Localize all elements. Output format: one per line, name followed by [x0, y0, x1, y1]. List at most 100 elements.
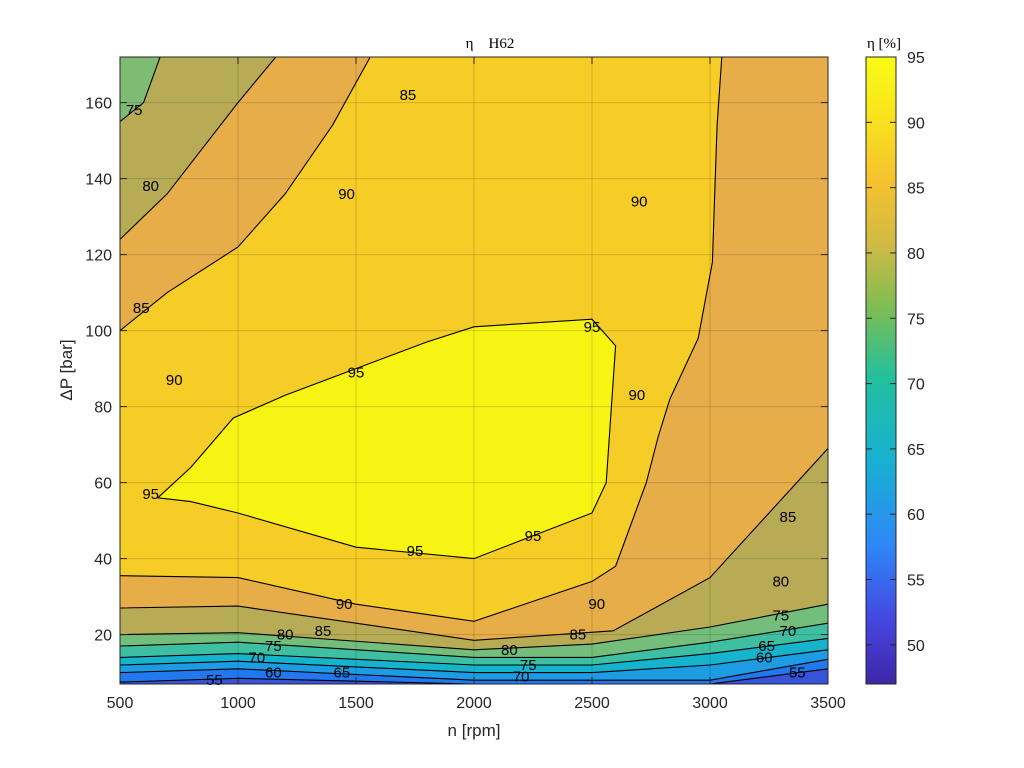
contour-label-95: 95	[348, 364, 365, 381]
colorbar-tick-label: 60	[907, 507, 925, 524]
contour-label-60: 60	[756, 649, 773, 666]
contour-label-85: 85	[780, 509, 797, 526]
colorbar-tick-label: 55	[907, 573, 925, 590]
x-axis-ticks: 500 1000 1500 2000 2500 3000 3500	[107, 57, 846, 712]
contour-label-text: 95	[348, 364, 365, 381]
contour-label-75: 75	[520, 657, 537, 674]
contour-line-80	[120, 57, 161, 123]
band-55-60	[120, 659, 828, 684]
band-75-80-top	[120, 57, 161, 122]
contour-label-text: 75	[520, 657, 537, 674]
contour-label-text: 60	[265, 665, 282, 682]
contour-label-75: 75	[126, 102, 143, 119]
contour-label-95: 95	[584, 319, 601, 336]
contour-line-95	[157, 318, 617, 560]
contour-line-70	[120, 637, 828, 666]
contour-label-text: 60	[756, 649, 773, 666]
contour-label-90: 90	[166, 372, 183, 389]
y-tick-label: 160	[85, 96, 112, 113]
contour-label-text: 90	[631, 193, 648, 210]
contour-label-text: 95	[407, 543, 424, 560]
contour-label-95: 95	[407, 543, 424, 560]
contour-label-text: 70	[513, 668, 530, 685]
x-tick-label: 3000	[692, 695, 728, 712]
contour-label-text: 55	[206, 672, 223, 689]
contour-label-text: 95	[142, 486, 159, 503]
band-95-plus	[157, 319, 616, 559]
contour-label-text: 90	[166, 372, 183, 389]
contour-label-text: 80	[772, 573, 789, 590]
colorbar-ticks: 50 55 60 65 70 75 80 85 90 95	[866, 50, 925, 655]
colorbar-tick-label: 50	[907, 638, 925, 655]
contour-label-text: 90	[336, 596, 353, 613]
contour-label-text: 80	[142, 178, 159, 195]
contour-label-text: 65	[333, 665, 350, 682]
contour-label-90: 90	[588, 596, 605, 613]
contour-label-90: 90	[338, 186, 355, 203]
contour-label-90: 90	[631, 193, 648, 210]
colorbar-tick-label: 75	[907, 311, 925, 328]
x-tick-label: 3500	[810, 695, 846, 712]
colorbar-tick-label: 90	[907, 115, 925, 132]
contour-label-text: 65	[758, 638, 775, 655]
y-tick-label: 120	[85, 248, 112, 265]
contour-label-65: 65	[758, 638, 775, 655]
contour-label-80: 80	[501, 642, 518, 659]
band-80-85-top	[120, 57, 276, 240]
contour-label-55: 55	[206, 672, 223, 689]
contour-label-text: 85	[133, 300, 150, 317]
contour-label-text: 75	[265, 638, 282, 655]
contour-label-70: 70	[249, 649, 266, 666]
contour-line-85	[120, 57, 277, 240]
contour-label-text: 90	[588, 596, 605, 613]
y-tick-label: 140	[85, 172, 112, 189]
contour-label-75: 75	[772, 608, 789, 625]
x-tick-label: 2000	[456, 695, 492, 712]
contour-label-60: 60	[265, 665, 282, 682]
contour-line-90	[120, 57, 723, 622]
contour-line-75	[120, 622, 828, 658]
contour-label-text: 70	[780, 623, 797, 640]
contour-line-55	[120, 668, 828, 684]
colorbar: 50 55 60 65 70 75 80 85 90 95 η [%]	[865, 36, 925, 685]
x-tick-label: 500	[107, 695, 134, 712]
colorbar-tick-label: 65	[907, 442, 925, 459]
contour-label-text: 85	[569, 627, 586, 644]
contour-label-text: 75	[126, 102, 143, 119]
x-tick-label: 2500	[574, 695, 610, 712]
contour-label-text: 95	[584, 319, 601, 336]
contour-label-80: 80	[772, 573, 789, 590]
contour-label-95: 95	[525, 528, 542, 545]
contour-label-70: 70	[513, 668, 530, 685]
contour-line-90	[120, 57, 371, 332]
colorbar-tick-label: 80	[907, 246, 925, 263]
contour-label-70: 70	[780, 623, 797, 640]
contour-label-80: 80	[142, 178, 159, 195]
colorbar-tick-label: 95	[907, 50, 925, 67]
contour-label-80: 80	[277, 627, 294, 644]
contour-label-65: 65	[333, 665, 350, 682]
contour-label-text: 80	[277, 627, 294, 644]
y-axis-ticks: 20 40 60 80 100 120 140 160	[85, 96, 828, 645]
contour-label-55: 55	[789, 665, 806, 682]
contour-label-75: 75	[265, 638, 282, 655]
x-tick-label: 1000	[220, 695, 256, 712]
contour-label-85: 85	[133, 300, 150, 317]
contour-label-90: 90	[628, 387, 645, 404]
contour-label-85: 85	[569, 627, 586, 644]
contour-label-text: 85	[780, 509, 797, 526]
contour-label-95: 95	[142, 486, 159, 503]
contour-label-text: 75	[772, 608, 789, 625]
y-tick-label: 80	[94, 400, 112, 417]
contour-line-85	[120, 448, 828, 641]
y-axis-label: ΔP [bar]	[57, 339, 76, 400]
contour-label-text: 95	[525, 528, 542, 545]
contour-label-text: 80	[501, 642, 518, 659]
contour-label-90: 90	[336, 596, 353, 613]
chart-title: η H62	[466, 36, 515, 52]
contour-label-text: 85	[400, 87, 417, 104]
contour-label-text: 90	[628, 387, 645, 404]
colorbar-tick-label: 85	[907, 181, 925, 198]
contour-label-85: 85	[400, 87, 417, 104]
